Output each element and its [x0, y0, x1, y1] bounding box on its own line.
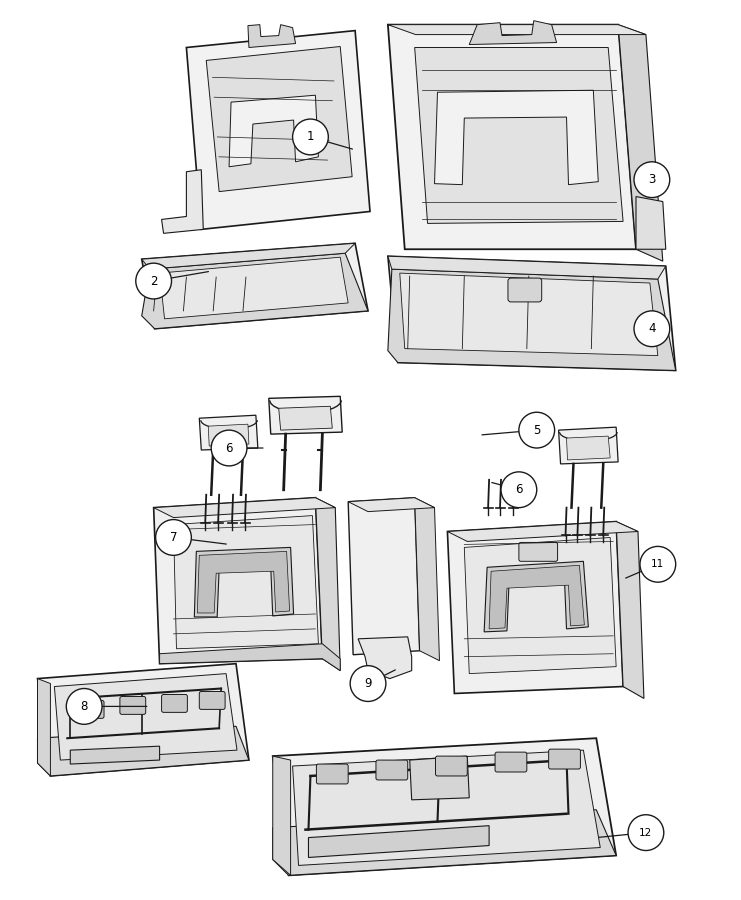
Polygon shape — [415, 498, 439, 661]
Text: 1: 1 — [307, 130, 314, 143]
FancyBboxPatch shape — [508, 278, 542, 302]
Polygon shape — [434, 90, 598, 184]
Polygon shape — [273, 810, 617, 876]
Circle shape — [211, 430, 247, 466]
Polygon shape — [153, 498, 322, 663]
Polygon shape — [293, 750, 600, 866]
Polygon shape — [388, 269, 676, 371]
Polygon shape — [159, 644, 340, 670]
Text: 7: 7 — [170, 531, 177, 544]
Polygon shape — [415, 48, 623, 223]
Circle shape — [634, 162, 670, 198]
FancyBboxPatch shape — [436, 756, 468, 776]
FancyBboxPatch shape — [199, 691, 225, 709]
Text: 3: 3 — [648, 173, 656, 186]
Polygon shape — [187, 31, 370, 230]
Polygon shape — [388, 24, 636, 249]
Circle shape — [350, 666, 386, 701]
Circle shape — [628, 814, 664, 850]
Polygon shape — [308, 825, 489, 858]
Text: 6: 6 — [225, 442, 233, 454]
Polygon shape — [273, 756, 290, 876]
Text: 4: 4 — [648, 322, 656, 336]
Circle shape — [156, 519, 191, 555]
Polygon shape — [489, 565, 585, 629]
Circle shape — [519, 412, 554, 448]
Circle shape — [640, 546, 676, 582]
Polygon shape — [194, 547, 293, 617]
Polygon shape — [38, 726, 249, 776]
Polygon shape — [388, 256, 665, 279]
FancyBboxPatch shape — [79, 700, 104, 718]
Polygon shape — [388, 256, 676, 371]
Text: 11: 11 — [651, 559, 665, 570]
Polygon shape — [162, 170, 203, 233]
Polygon shape — [279, 406, 332, 430]
Polygon shape — [269, 396, 342, 434]
Circle shape — [293, 119, 328, 155]
Polygon shape — [316, 498, 340, 670]
Polygon shape — [153, 498, 335, 518]
Polygon shape — [229, 95, 319, 166]
FancyBboxPatch shape — [316, 764, 348, 784]
Polygon shape — [142, 243, 368, 328]
Polygon shape — [142, 253, 368, 328]
Polygon shape — [410, 756, 469, 800]
Polygon shape — [70, 746, 159, 764]
Text: 12: 12 — [639, 828, 653, 838]
Text: 2: 2 — [150, 274, 157, 287]
FancyBboxPatch shape — [376, 760, 408, 780]
Polygon shape — [142, 243, 355, 269]
Polygon shape — [559, 428, 618, 464]
Circle shape — [634, 310, 670, 346]
FancyBboxPatch shape — [548, 749, 580, 769]
Polygon shape — [273, 738, 617, 876]
Polygon shape — [348, 498, 419, 654]
Polygon shape — [448, 522, 638, 542]
FancyBboxPatch shape — [495, 752, 527, 772]
Circle shape — [136, 263, 171, 299]
Polygon shape — [54, 673, 237, 760]
Polygon shape — [567, 436, 610, 460]
Polygon shape — [206, 47, 352, 192]
Polygon shape — [469, 21, 556, 44]
Polygon shape — [358, 637, 412, 679]
Text: 5: 5 — [533, 424, 540, 436]
Polygon shape — [38, 663, 249, 776]
FancyBboxPatch shape — [519, 543, 557, 562]
Polygon shape — [448, 522, 623, 694]
Polygon shape — [248, 24, 296, 48]
FancyBboxPatch shape — [120, 697, 146, 715]
Polygon shape — [484, 562, 588, 632]
Polygon shape — [173, 516, 319, 649]
Polygon shape — [159, 257, 348, 319]
Polygon shape — [348, 498, 434, 511]
FancyBboxPatch shape — [162, 695, 187, 713]
Polygon shape — [636, 196, 665, 249]
Polygon shape — [197, 552, 290, 613]
Polygon shape — [388, 24, 646, 34]
Text: 6: 6 — [515, 483, 522, 496]
Polygon shape — [465, 537, 617, 673]
Polygon shape — [208, 424, 249, 446]
Polygon shape — [199, 415, 258, 450]
Polygon shape — [618, 24, 662, 261]
Text: 9: 9 — [365, 677, 372, 690]
Polygon shape — [617, 522, 644, 698]
Polygon shape — [38, 679, 50, 776]
Text: 8: 8 — [81, 700, 88, 713]
Circle shape — [66, 688, 102, 724]
Circle shape — [501, 472, 536, 508]
Polygon shape — [400, 273, 658, 356]
